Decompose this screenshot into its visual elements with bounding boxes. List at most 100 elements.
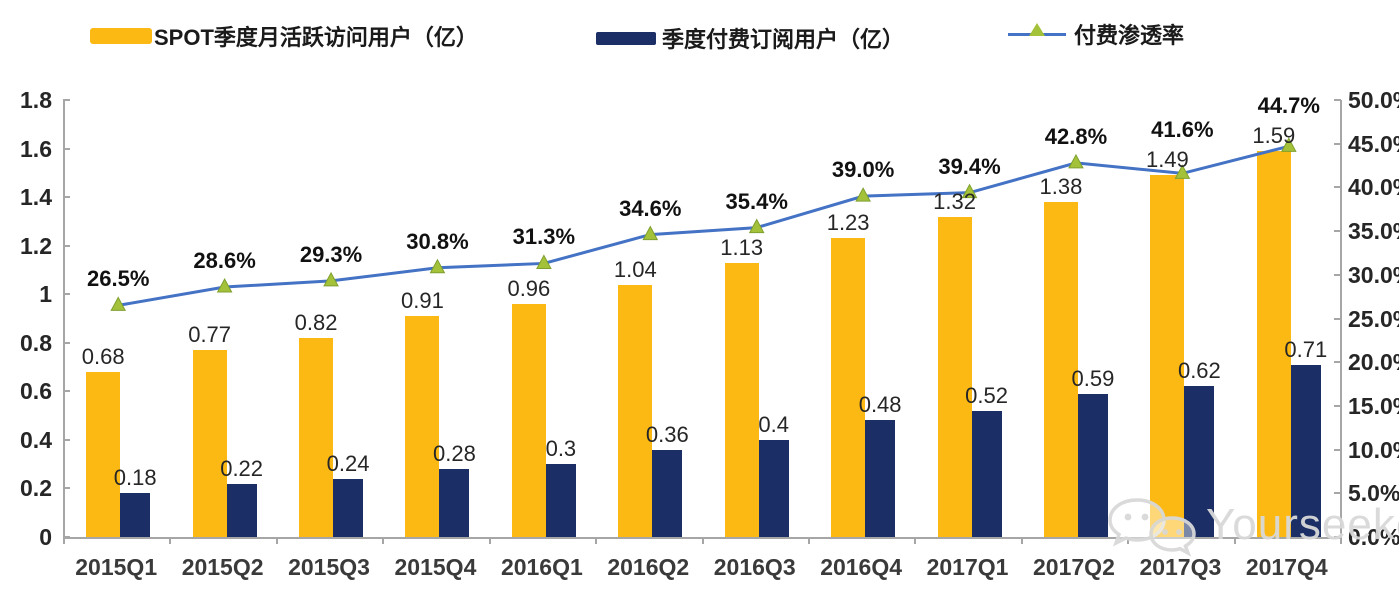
bar-label-subscribers: 0.28 bbox=[433, 441, 476, 467]
bar-label-subscribers: 0.18 bbox=[113, 465, 157, 491]
bar-label-subscribers: 0.24 bbox=[326, 450, 370, 476]
bar-subscribers bbox=[865, 420, 896, 537]
x-tick-label: 2017Q1 bbox=[926, 554, 1009, 580]
y-axis-left-tick bbox=[63, 438, 70, 441]
bar-subscribers bbox=[439, 469, 470, 537]
y-axis-right-tick bbox=[1334, 536, 1341, 538]
y-axis-label-right: 10.0% bbox=[1348, 436, 1399, 463]
bar-label-subscribers: 0.62 bbox=[1177, 358, 1221, 384]
penetration-label: 44.7% bbox=[1257, 92, 1320, 118]
bar-label-subscribers: 0.4 bbox=[758, 411, 789, 437]
bar-label-subscribers: 0.71 bbox=[1284, 336, 1328, 362]
penetration-label: 39.0% bbox=[831, 157, 895, 183]
bar-mau bbox=[86, 371, 121, 537]
penetration-label: 41.6% bbox=[1151, 117, 1214, 143]
penetration-label: 29.3% bbox=[299, 241, 363, 267]
bar-label-mau: 0.68 bbox=[81, 343, 125, 369]
y-axis-left-tick bbox=[63, 536, 70, 538]
bar-label-subscribers: 0.36 bbox=[645, 421, 689, 447]
line-marker bbox=[748, 218, 765, 234]
x-axis-tick bbox=[488, 537, 491, 544]
y-axis-right-tick bbox=[1334, 186, 1341, 189]
bar-subscribers bbox=[226, 483, 257, 537]
bar-mau bbox=[618, 284, 653, 537]
y-axis-label-right: 0.0% bbox=[1348, 524, 1399, 550]
bar-label-subscribers: 0.52 bbox=[965, 382, 1008, 408]
wechat-icon bbox=[1108, 498, 1196, 557]
y-axis-label-left: 1 bbox=[39, 281, 52, 308]
penetration-label: 35.4% bbox=[725, 188, 788, 214]
bar-subscribers bbox=[545, 464, 576, 537]
line-marker bbox=[216, 277, 233, 293]
bar-mau bbox=[937, 216, 972, 537]
x-axis-tick bbox=[275, 537, 278, 544]
x-axis-tick bbox=[914, 537, 917, 544]
y-axis-label-right: 25.0% bbox=[1348, 305, 1399, 332]
line-marker bbox=[110, 296, 127, 311]
y-axis-left bbox=[63, 100, 65, 537]
legend-item-penetration: 付费渗透率 bbox=[1008, 18, 1184, 50]
bar-label-subscribers: 0.22 bbox=[220, 455, 264, 481]
y-axis-left-tick bbox=[63, 196, 70, 199]
x-axis-tick bbox=[701, 537, 704, 544]
y-axis-left-tick bbox=[63, 244, 70, 247]
line-marker bbox=[642, 225, 659, 241]
y-axis-label-right: 15.0% bbox=[1348, 392, 1399, 419]
y-axis-left-tick bbox=[63, 390, 70, 393]
line-marker bbox=[855, 187, 871, 202]
x-tick-label: 2016Q1 bbox=[500, 554, 583, 580]
bar-label-subscribers: 0.59 bbox=[1071, 365, 1115, 391]
y-axis-left-tick bbox=[63, 487, 70, 490]
x-axis-tick bbox=[1233, 537, 1236, 544]
bar-label-mau: 1.38 bbox=[1039, 173, 1083, 199]
bar-mau bbox=[831, 238, 866, 537]
x-tick-label: 2015Q3 bbox=[288, 554, 370, 580]
y-axis-right-tick bbox=[1334, 99, 1341, 101]
legend-item-subscribers: 季度付费订阅用户（亿） bbox=[596, 22, 904, 54]
watermark-text: Yourseeker bbox=[1206, 500, 1399, 549]
bar-label-mau: 0.96 bbox=[507, 275, 551, 301]
x-axis-tick bbox=[382, 537, 385, 544]
y-axis-label-right: 50.0% bbox=[1348, 87, 1399, 113]
bar-label-subscribers: 0.48 bbox=[858, 392, 902, 418]
legend-swatch-navy bbox=[596, 31, 656, 45]
legend-label-penetration: 付费渗透率 bbox=[1074, 23, 1185, 48]
x-tick-label: 2015Q2 bbox=[181, 554, 264, 580]
legend-line-marker bbox=[1008, 21, 1066, 47]
bar-label-mau: 0.82 bbox=[294, 309, 338, 335]
bar-subscribers bbox=[971, 410, 1002, 537]
y-axis-label-right: 5.0% bbox=[1348, 480, 1399, 507]
bar-mau bbox=[511, 303, 546, 537]
bar-subscribers bbox=[652, 449, 683, 537]
bar-mau bbox=[192, 350, 227, 537]
y-axis-label-right: 35.0% bbox=[1348, 218, 1399, 245]
y-axis-label-left: 0.6 bbox=[20, 378, 52, 405]
y-axis-label-left: 0.8 bbox=[20, 329, 52, 356]
penetration-label: 39.4% bbox=[938, 153, 1001, 179]
bar-subscribers bbox=[333, 478, 364, 537]
x-axis-tick bbox=[807, 537, 810, 544]
x-tick-label: 2015Q4 bbox=[394, 554, 477, 580]
legend-item-mau: SPOT季度月活跃访问用户（亿） bbox=[90, 20, 478, 52]
penetration-label: 34.6% bbox=[619, 195, 682, 221]
y-axis-right-tick bbox=[1334, 230, 1341, 233]
bar-label-mau: 0.77 bbox=[188, 322, 232, 348]
bar-label-mau: 1.13 bbox=[720, 234, 764, 260]
bar-subscribers bbox=[1077, 393, 1108, 537]
bar-label-mau: 0.91 bbox=[401, 288, 444, 314]
y-axis-label-right: 45.0% bbox=[1348, 130, 1399, 157]
y-axis-label-left: 1.2 bbox=[20, 232, 52, 259]
y-axis-right-tick bbox=[1334, 361, 1341, 364]
penetration-label: 28.6% bbox=[193, 248, 256, 274]
penetration-label: 31.3% bbox=[512, 224, 576, 250]
penetration-label: 30.8% bbox=[406, 228, 469, 254]
bar-label-mau: 1.04 bbox=[613, 256, 657, 282]
y-axis-left-tick bbox=[63, 147, 70, 150]
y-axis-label-left: 0.4 bbox=[20, 426, 52, 453]
bar-label-mau: 1.59 bbox=[1252, 122, 1296, 148]
x-axis-tick bbox=[1020, 537, 1023, 544]
y-axis-label-right: 40.0% bbox=[1348, 174, 1399, 201]
line-marker bbox=[429, 258, 446, 274]
bar-subscribers bbox=[1184, 386, 1215, 537]
